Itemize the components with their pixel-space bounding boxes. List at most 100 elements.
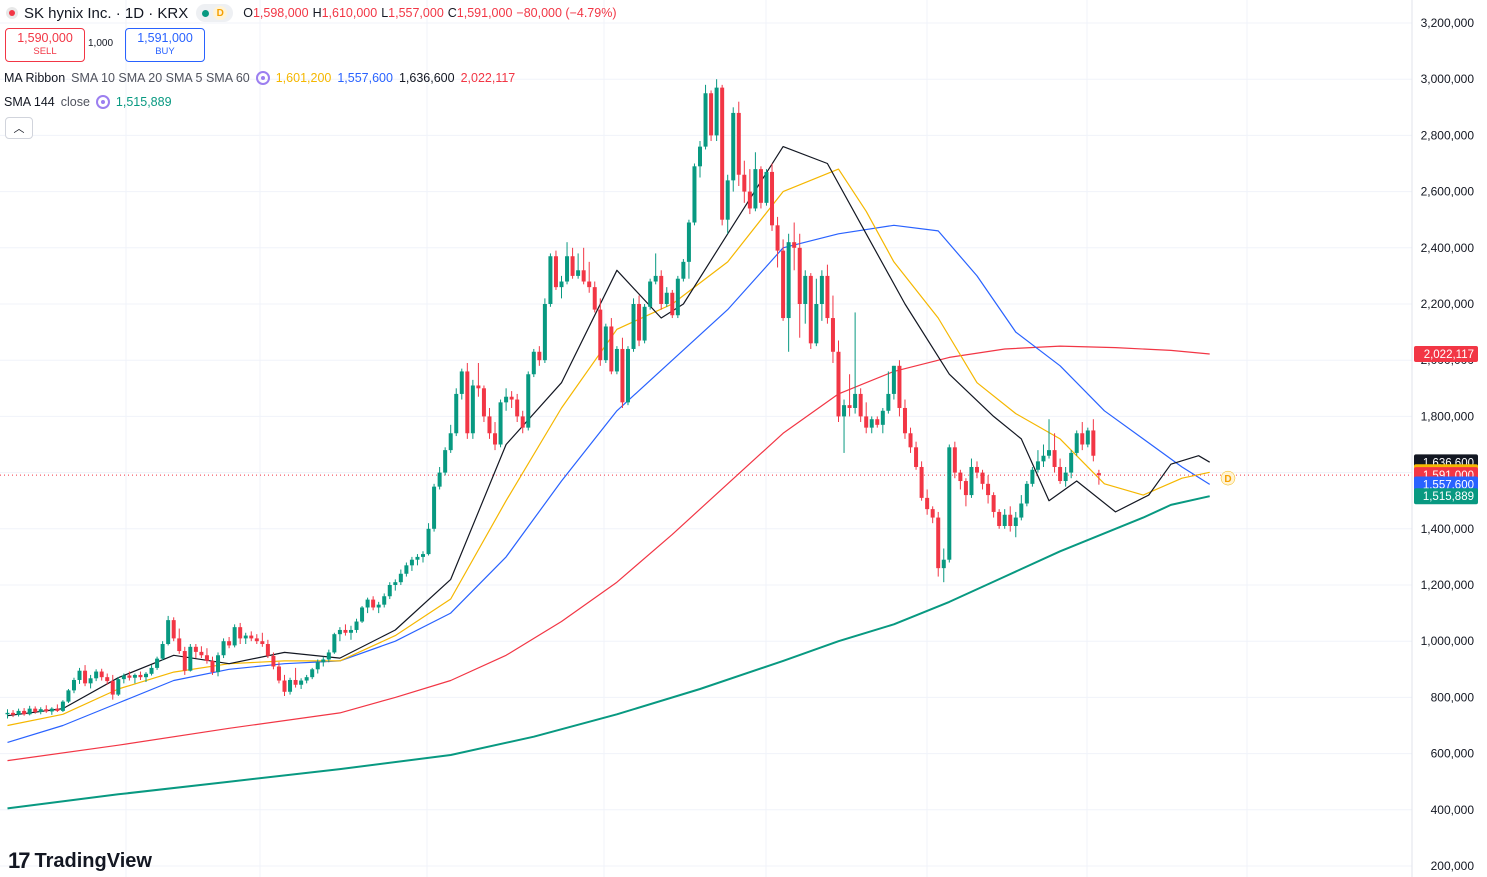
ma-ribbon-name: MA Ribbon (4, 71, 66, 85)
candle-body (958, 472, 963, 482)
candle-body (963, 481, 968, 496)
sell-button[interactable]: 1,590,000 SELL (5, 28, 85, 62)
candle-body (1002, 514, 1007, 526)
candle-body (642, 306, 647, 341)
candle-body (925, 497, 930, 510)
sma144-legend[interactable]: SMA 144 close 1,515,889 (4, 93, 172, 111)
candle-body (941, 559, 946, 569)
low-value: 1,557,000 (388, 6, 444, 20)
market-open-dot-icon (202, 9, 210, 17)
data-window-icon[interactable] (95, 95, 110, 109)
candle-body (243, 635, 248, 639)
sma60-line (7, 345, 1210, 762)
sma10-line (7, 168, 1210, 727)
candle-body (387, 585, 392, 597)
ma-ribbon-value-sma60: 2,022,117 (460, 71, 516, 85)
candle-body (792, 242, 797, 248)
candle-body (216, 655, 221, 673)
candle-body (709, 93, 714, 136)
candle-body (99, 671, 104, 678)
candle-body (22, 710, 27, 715)
price-tick-label: 2,800,000 (1421, 128, 1475, 142)
candle-body (825, 275, 830, 319)
candle-body (986, 483, 991, 496)
candle-body (409, 559, 414, 566)
candle-body (686, 222, 691, 262)
candle-body (1091, 430, 1096, 456)
candle-body (576, 270, 581, 276)
candle-body (271, 655, 276, 667)
price-tick-label: 3,000,000 (1421, 72, 1475, 86)
candle-body (260, 641, 265, 645)
candle-body (55, 708, 60, 711)
candle-body (753, 169, 758, 209)
delay-marker-icon (1220, 470, 1236, 486)
candle-body (1008, 514, 1013, 526)
candle-body (570, 256, 575, 276)
candle-body (526, 374, 531, 428)
buy-label: BUY (155, 46, 175, 57)
candle-body (121, 675, 126, 680)
candle-body (83, 670, 88, 684)
candle-body (947, 447, 952, 560)
sma144-value: 1,515,889 (115, 95, 172, 109)
candle-body (952, 447, 957, 473)
buy-button[interactable]: 1,591,000 BUY (125, 28, 205, 62)
high-value: 1,610,000 (321, 6, 378, 20)
candle-body (1019, 503, 1024, 518)
candle-body (465, 371, 470, 434)
price-axis-value-text: 1,515,889 (1423, 491, 1474, 503)
candle-body (1069, 452, 1074, 473)
candle-body (559, 281, 564, 288)
candle-body (631, 304, 636, 349)
candle-body (681, 261, 686, 279)
market-status-pill[interactable]: D (196, 4, 234, 22)
candle-body (204, 655, 209, 661)
candle-body (742, 174, 747, 192)
candle-body (758, 169, 763, 203)
candle-body (127, 675, 132, 678)
candle-body (315, 662, 320, 670)
high-label: H (312, 6, 322, 20)
symbol-title[interactable]: SK hynix Inc. · 1D · KRX (24, 4, 189, 22)
price-tick-label: 2,400,000 (1421, 241, 1475, 255)
candle-body (493, 433, 498, 445)
sma144-args: close (60, 95, 90, 109)
candlestick-series (5, 79, 1101, 719)
candle-body (504, 396, 509, 403)
tradingview-logo[interactable]: 17 TradingView (8, 848, 152, 874)
candle-body (714, 87, 719, 136)
candle-body (393, 582, 398, 585)
candle-body (188, 646, 193, 671)
candle-body (858, 393, 863, 417)
candle-body (770, 171, 775, 226)
candle-body (459, 371, 464, 394)
candle-body (747, 191, 752, 209)
candle-body (814, 304, 819, 344)
price-axis-value-tag (1414, 345, 1478, 362)
data-window-icon[interactable] (255, 71, 270, 85)
candle-body (565, 256, 570, 282)
candle-body (221, 641, 226, 656)
candle-body (997, 511, 1002, 526)
symbol-logo-icon (6, 7, 18, 19)
candle-body (193, 646, 198, 652)
ma-ribbon-legend[interactable]: MA Ribbon SMA 10 SMA 20 SMA 5 SMA 60 1,6… (4, 69, 515, 87)
candle-body (908, 433, 913, 448)
price-axis[interactable]: 3,200,000 3,000,000 2,800,000 2,600,000 2,40… (1411, 0, 1475, 877)
collapse-legend-button[interactable]: ︿ (5, 117, 33, 139)
candle-body (415, 556, 420, 560)
candle-body (498, 402, 503, 445)
candle-body (343, 629, 348, 633)
candle-body (1030, 469, 1035, 484)
candle-body (653, 275, 658, 282)
candle-body (969, 466, 974, 496)
candle-body (77, 670, 82, 680)
candle-body (698, 146, 702, 167)
price-tick-label: 1,000,000 (1421, 634, 1475, 648)
candle-body (337, 629, 342, 635)
candle-body (348, 629, 353, 633)
candle-body (288, 679, 293, 692)
price-tick-label: 200,000 (1431, 859, 1475, 873)
